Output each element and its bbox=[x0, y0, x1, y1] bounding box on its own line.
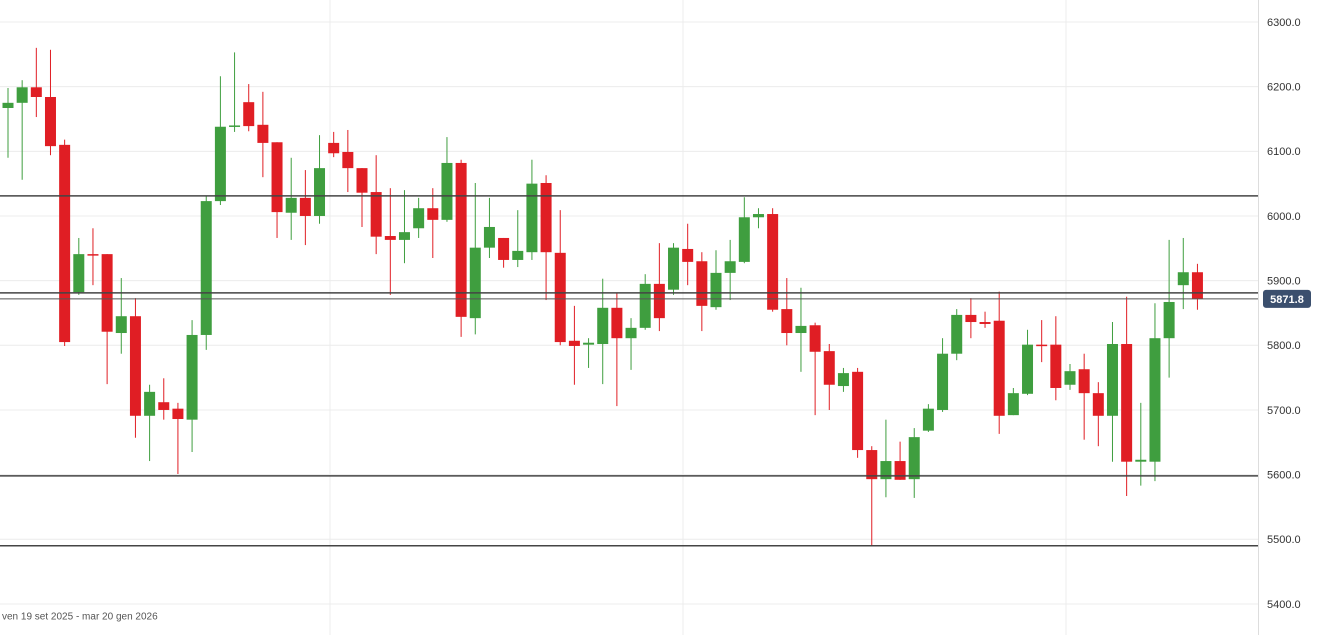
candle-body bbox=[1022, 344, 1034, 394]
candle-body bbox=[554, 252, 566, 343]
candle-body bbox=[1149, 338, 1161, 462]
candle-body bbox=[526, 183, 538, 253]
candle-body bbox=[724, 261, 736, 273]
candle-body bbox=[767, 214, 779, 310]
candle-body bbox=[144, 391, 156, 416]
candle-body bbox=[498, 237, 510, 260]
candle-body bbox=[44, 96, 56, 147]
last-price-label: 5871.8 bbox=[1270, 294, 1304, 306]
candle-body bbox=[172, 408, 184, 420]
candle-body bbox=[271, 142, 283, 213]
candle-body bbox=[441, 162, 453, 220]
candle-body bbox=[16, 87, 28, 103]
candle-body bbox=[214, 126, 226, 202]
candle-body bbox=[795, 325, 807, 334]
candle-body bbox=[852, 371, 864, 451]
y-tick-label: 6200.0 bbox=[1267, 82, 1301, 94]
candle-body bbox=[398, 232, 410, 240]
y-tick-label: 6100.0 bbox=[1267, 146, 1301, 158]
candle-body bbox=[512, 250, 524, 260]
candle-body bbox=[2, 102, 14, 108]
candle-body bbox=[965, 314, 977, 323]
candle-body bbox=[413, 208, 425, 229]
candle-body bbox=[73, 254, 85, 293]
y-tick-label: 5900.0 bbox=[1267, 276, 1301, 288]
candle-body bbox=[809, 325, 821, 352]
candle-body bbox=[1191, 272, 1203, 299]
candle-body bbox=[200, 201, 212, 335]
candle-body bbox=[314, 168, 326, 216]
candle-body bbox=[837, 373, 849, 387]
candle-body bbox=[682, 248, 694, 262]
candle-body bbox=[1121, 344, 1133, 462]
candle-body bbox=[257, 124, 269, 143]
candle-body bbox=[1007, 393, 1019, 416]
date-range: ven 19 set 2025 - mar 20 gen 2026 bbox=[2, 612, 158, 623]
candle-body bbox=[611, 307, 623, 339]
candle-body bbox=[922, 408, 934, 431]
candle-body bbox=[540, 182, 552, 253]
candle-body bbox=[1092, 393, 1104, 416]
candle-body bbox=[243, 102, 255, 127]
y-tick-label: 5500.0 bbox=[1267, 534, 1301, 546]
y-tick-label: 5600.0 bbox=[1267, 470, 1301, 482]
candle-body bbox=[908, 437, 920, 480]
candle-body bbox=[639, 283, 651, 328]
candle-body bbox=[342, 151, 354, 169]
candle-body bbox=[427, 208, 439, 220]
y-tick-label: 6000.0 bbox=[1267, 211, 1301, 223]
candle-body bbox=[568, 340, 580, 346]
candle-body bbox=[328, 142, 340, 154]
candle-body bbox=[129, 316, 141, 416]
last-price-badge bbox=[1263, 289, 1311, 308]
candle-body bbox=[979, 322, 991, 324]
candle-body bbox=[1177, 272, 1189, 286]
candle-body bbox=[583, 342, 595, 345]
candle-body bbox=[823, 351, 835, 385]
candle-body bbox=[356, 168, 368, 193]
y-tick-label: 5700.0 bbox=[1267, 405, 1301, 417]
candle-body bbox=[1163, 301, 1175, 339]
candle-body bbox=[186, 334, 198, 420]
candle-body bbox=[469, 247, 481, 319]
candle-body bbox=[597, 307, 609, 345]
candle-body bbox=[1064, 371, 1076, 385]
candle-body bbox=[894, 461, 906, 480]
candle-body bbox=[738, 217, 750, 262]
candle-body bbox=[115, 316, 127, 334]
candle-body bbox=[993, 320, 1005, 416]
candle-body bbox=[866, 450, 878, 480]
candle-body bbox=[87, 254, 99, 256]
candle-body bbox=[384, 236, 396, 240]
candle-body bbox=[59, 144, 71, 343]
candle-body bbox=[696, 261, 708, 306]
y-tick-label: 6300.0 bbox=[1267, 17, 1301, 29]
candle-body bbox=[781, 309, 793, 334]
candle-body bbox=[1050, 344, 1062, 388]
candle-body bbox=[668, 247, 680, 290]
y-tick-label: 5400.0 bbox=[1267, 599, 1301, 611]
candle-body bbox=[1135, 459, 1147, 462]
candle-body bbox=[937, 353, 949, 410]
candle-body bbox=[1036, 344, 1048, 347]
candle-body bbox=[455, 162, 467, 317]
candle-body bbox=[880, 461, 892, 480]
candle-body bbox=[1078, 369, 1090, 394]
candle-body bbox=[625, 327, 637, 339]
candle-body bbox=[299, 197, 311, 216]
candle-body bbox=[30, 87, 42, 97]
candle-body bbox=[752, 214, 764, 218]
candle-body bbox=[483, 226, 495, 248]
y-tick-label: 5800.0 bbox=[1267, 340, 1301, 352]
candle-body bbox=[229, 125, 241, 127]
candle-body bbox=[1106, 344, 1118, 416]
candle-body bbox=[158, 402, 170, 410]
candle-body bbox=[951, 314, 963, 354]
candle-body bbox=[370, 192, 382, 237]
candle-body bbox=[285, 197, 297, 213]
candle-body bbox=[710, 272, 722, 308]
candle-body bbox=[653, 283, 665, 319]
